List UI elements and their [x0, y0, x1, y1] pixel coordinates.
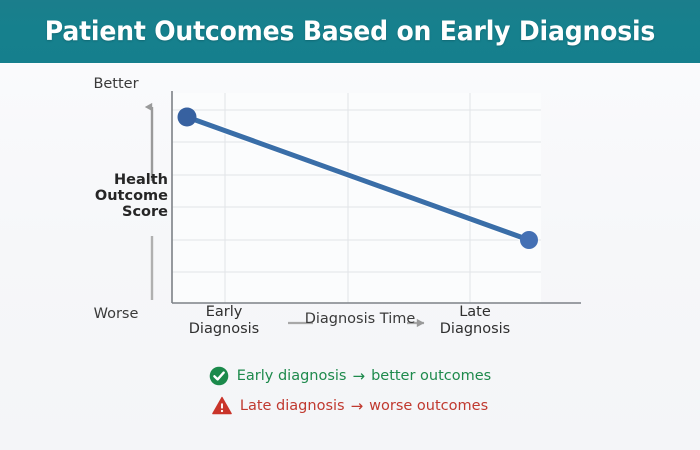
right-arrow-icon: → — [352, 366, 366, 385]
chart-container: Better Worse Health Outcome Score Early … — [0, 63, 700, 450]
data-line — [184, 114, 532, 243]
header-band: Patient Outcomes Based on Early Diagnosi… — [0, 0, 700, 63]
x-axis-label-early-line-2: Diagnosis — [188, 321, 260, 337]
y-axis-title-line-3: Score — [122, 204, 168, 220]
legend-item-early-outcome: better outcomes — [371, 368, 492, 384]
legend-item-early-text: Early diagnosis → better outcomes — [237, 368, 492, 384]
legend-item-late-label: Late diagnosis — [239, 398, 345, 414]
x-axis-label-late-line-1: Late — [459, 304, 491, 320]
legend-item-late-text: Late diagnosis → worse outcomes — [240, 398, 488, 414]
check-circle-icon — [209, 366, 229, 386]
data-point-early-diagnosis[interactable] — [177, 107, 197, 127]
legend-item-early: Early diagnosis → better outcomes — [0, 361, 700, 391]
y-axis-top-label: Better — [93, 76, 139, 92]
x-axis-label-early: Early Diagnosis — [172, 304, 276, 338]
legend: Early diagnosis → better outcomes Late d… — [0, 361, 700, 421]
x-axis-label-late: Late Diagnosis — [423, 304, 527, 338]
page-title: Patient Outcomes Based on Early Diagnosi… — [44, 16, 656, 47]
legend-item-late-outcome: worse outcomes — [369, 398, 489, 414]
data-point-late-diagnosis[interactable] — [520, 231, 538, 249]
x-axis-label-early-line-1: Early — [205, 304, 243, 320]
legend-item-late: Late diagnosis → worse outcomes — [0, 391, 700, 421]
warning-triangle-icon — [212, 396, 232, 415]
legend-item-early-label: Early diagnosis — [236, 368, 347, 384]
y-axis-title-line-1: Health — [114, 172, 168, 188]
x-axis-label-late-line-2: Diagnosis — [439, 321, 511, 337]
y-axis-bottom-label: Worse — [93, 306, 139, 322]
right-arrow-icon: → — [350, 396, 364, 415]
y-axis-title-line-2: Outcome — [94, 188, 168, 204]
line-chart-plot — [144, 91, 581, 328]
y-axis-title: Health Outcome Score — [38, 172, 168, 220]
x-axis-title: Diagnosis Time — [304, 311, 416, 327]
plot-background — [172, 93, 541, 303]
